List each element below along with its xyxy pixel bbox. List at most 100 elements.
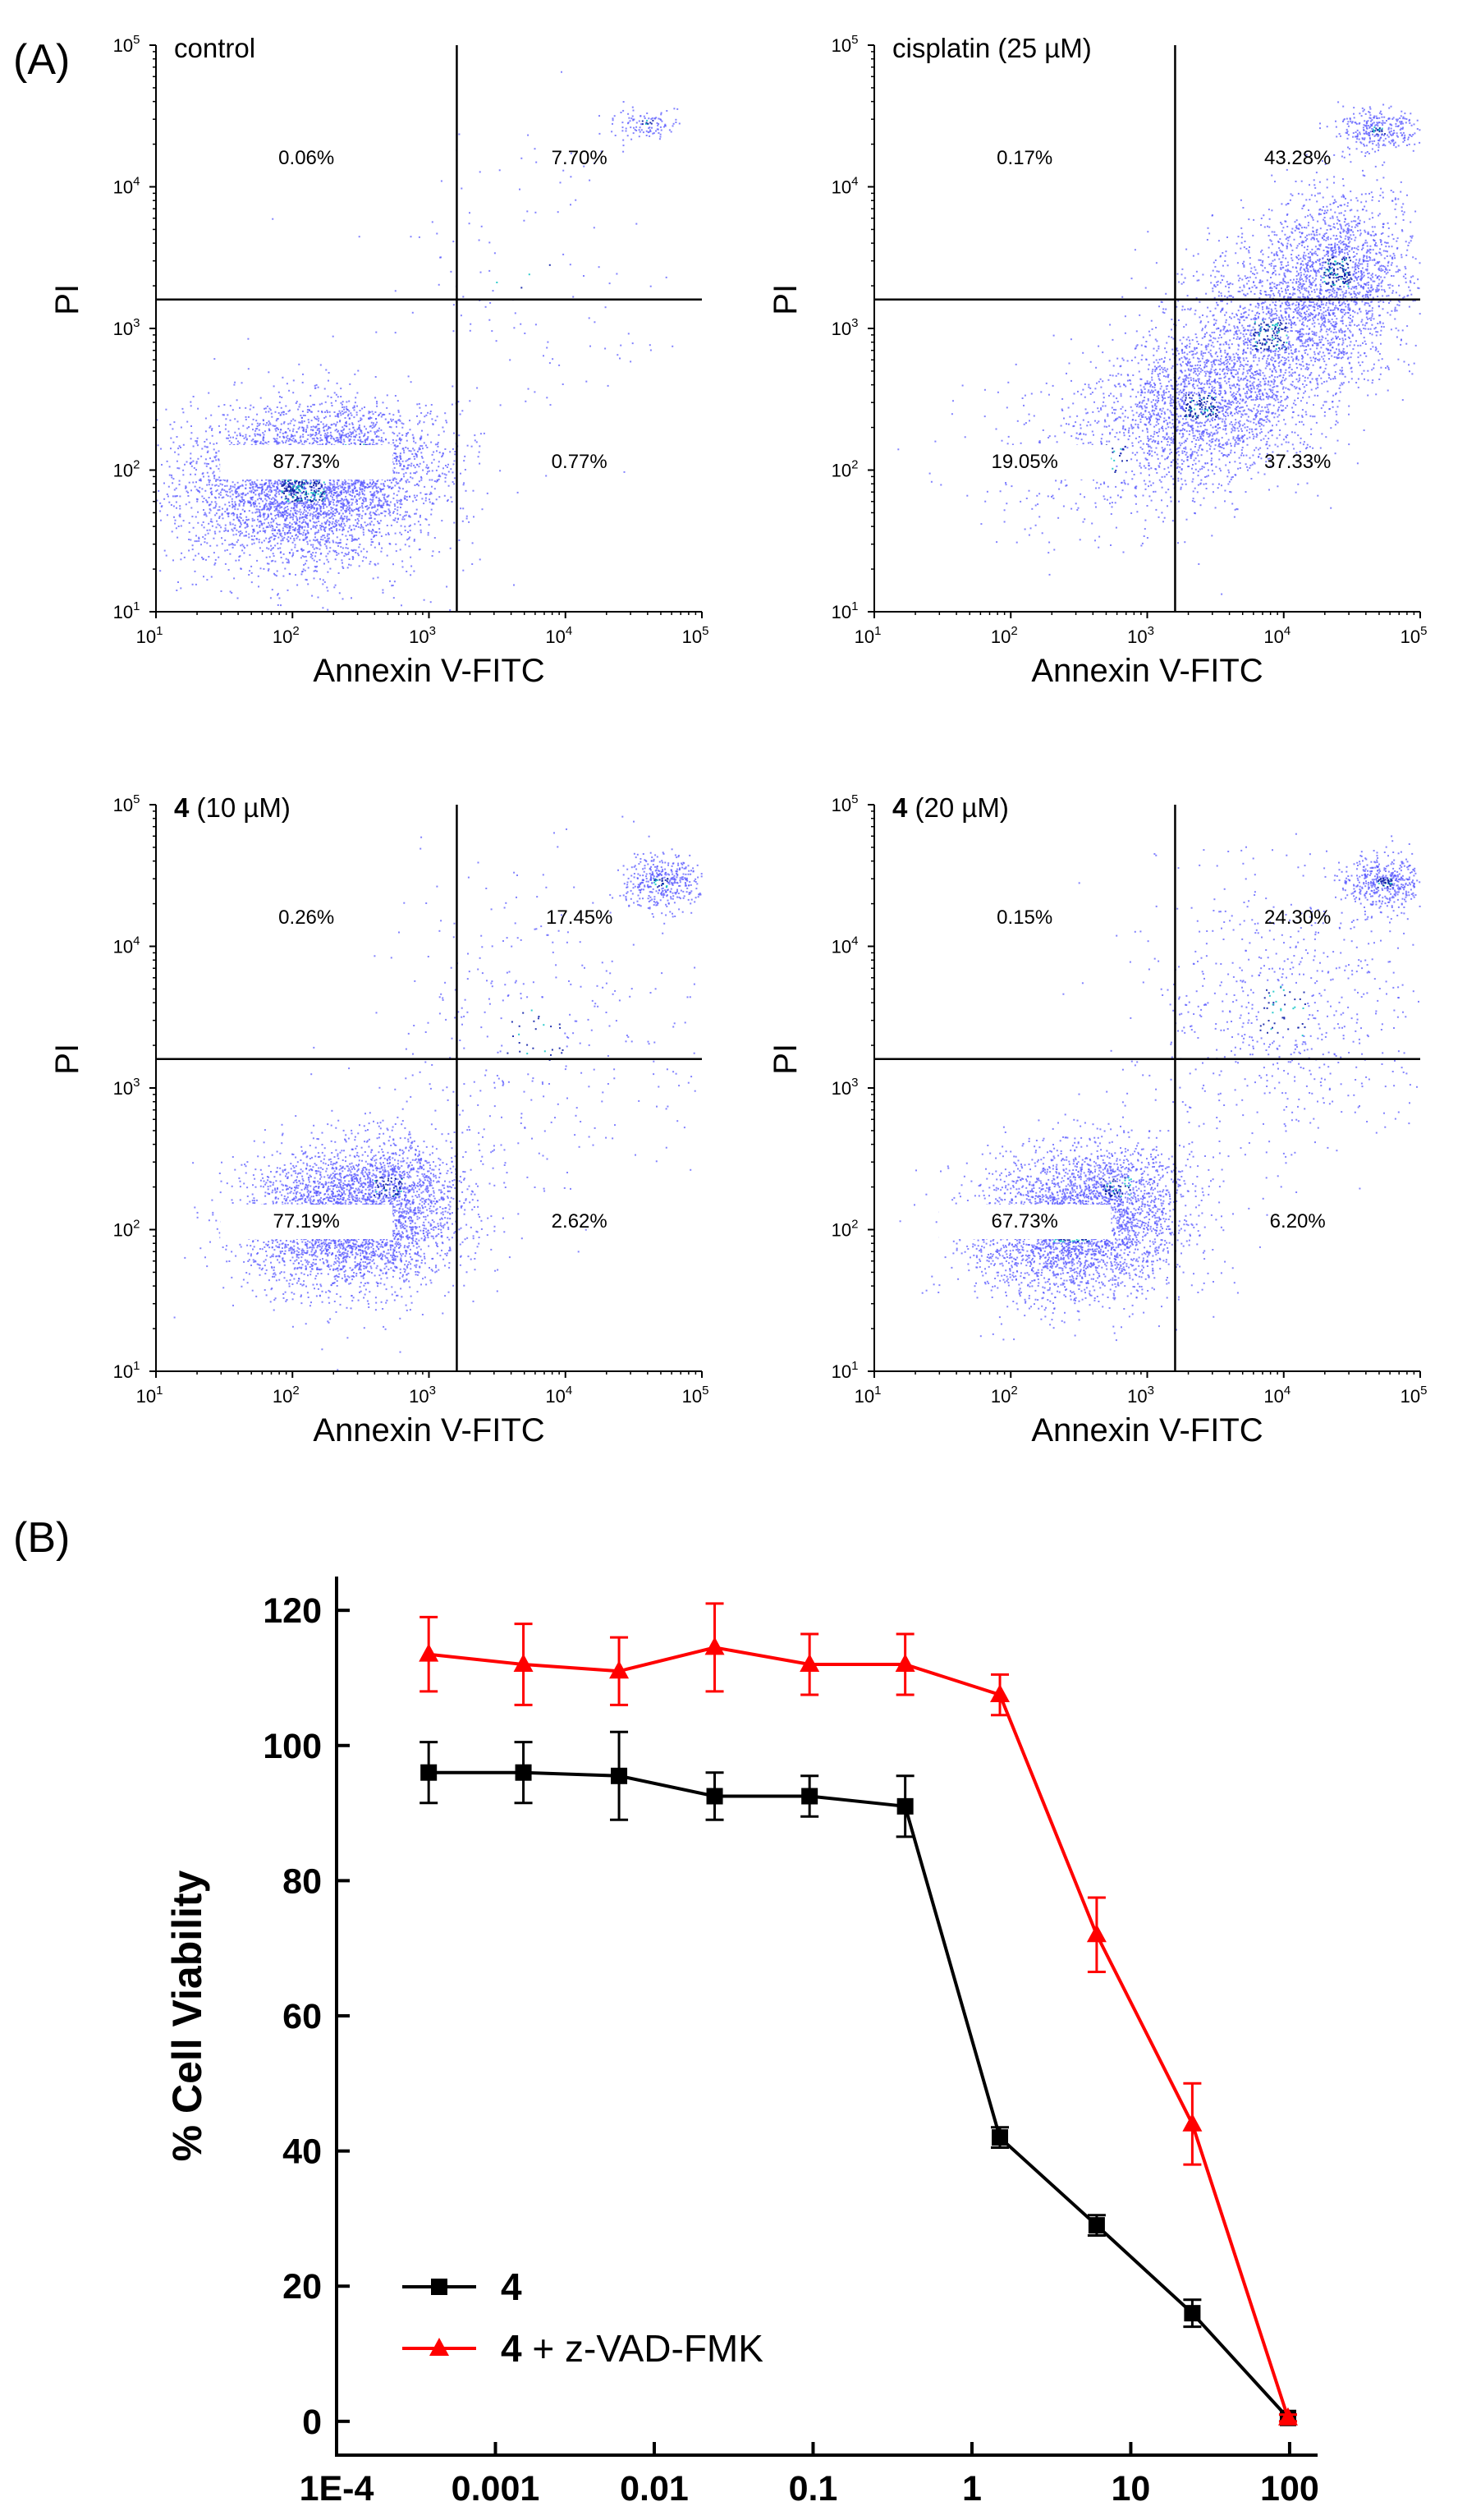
event-population-3 xyxy=(611,101,681,153)
x-axis-title: Annexin V-FITC xyxy=(1031,1412,1263,1448)
x-tick-label: 104 xyxy=(545,1384,572,1407)
y-tick-label: 60 xyxy=(282,1997,322,2036)
x-tick-label: 1 xyxy=(962,2469,982,2509)
sample-label: control xyxy=(174,33,255,63)
x-tick-label: 103 xyxy=(409,1384,436,1407)
y-tick-label: 103 xyxy=(832,1076,859,1099)
series-line xyxy=(429,1770,1290,2420)
y-tick-label: 101 xyxy=(113,1359,140,1382)
y-tick-label: 101 xyxy=(832,1359,859,1382)
x-tick-label: 0.001 xyxy=(452,2469,540,2509)
quadrant-lower-left-percent: 67.73% xyxy=(992,1210,1058,1232)
sample-label: 4 (20 µM) xyxy=(892,792,1009,823)
quadrant-lower-right-percent: 37.33% xyxy=(1264,451,1331,473)
series-line xyxy=(428,1646,1290,2419)
x-axis-title: Annexin V-FITC xyxy=(313,1412,544,1448)
quadrant-upper-left-percent: 0.15% xyxy=(997,907,1052,929)
flow-panel-3: 101 102 103 104 105 101 102 103 104 105 0.26% 17.45… xyxy=(49,792,708,1448)
data-point xyxy=(1088,2217,1105,2234)
quadrant-lower-left-percent: 77.19% xyxy=(273,1210,340,1232)
legend-marker xyxy=(429,2338,449,2356)
y-tick-label: 104 xyxy=(832,934,859,957)
x-tick-label: 102 xyxy=(991,624,1018,647)
data-point xyxy=(992,2129,1009,2146)
y-tick-label: 102 xyxy=(832,458,859,481)
x-tick-label: 100 xyxy=(1260,2469,1319,2509)
x-tick-label: 105 xyxy=(1401,624,1428,647)
y-tick-label: 104 xyxy=(113,934,140,957)
series-2 xyxy=(419,1602,1298,2426)
flow-events xyxy=(897,101,1421,595)
data-point xyxy=(895,1654,915,1672)
panel-b-label: (B) xyxy=(13,1514,70,1562)
x-tick-label: 102 xyxy=(273,1384,300,1407)
data-point xyxy=(609,1660,630,1679)
viability-chart: 0204060801001201E-40.0010.010.1110100Con… xyxy=(164,1577,1319,2509)
x-tick-label: 105 xyxy=(682,1384,709,1407)
panel-a-label: (A) xyxy=(13,36,70,84)
quadrant-upper-left-percent: 0.17% xyxy=(997,147,1052,169)
x-tick-label: 10 xyxy=(1112,2469,1151,2509)
data-point xyxy=(1086,1924,1107,1943)
y-tick-label: 105 xyxy=(832,792,859,815)
y-tick-label: 102 xyxy=(113,458,140,481)
y-tick-label: 101 xyxy=(113,599,140,622)
y-tick-label: 103 xyxy=(832,316,859,339)
y-tick-label: 100 xyxy=(263,1727,322,1766)
y-tick-label: 20 xyxy=(282,2267,322,2307)
legend-label: 4 xyxy=(501,2265,522,2308)
event-population-4 xyxy=(272,71,674,477)
quadrant-upper-right-percent: 43.28% xyxy=(1264,147,1331,169)
quadrant-upper-right-percent: 24.30% xyxy=(1264,907,1331,929)
x-tick-label: 101 xyxy=(855,624,882,647)
quadrant-upper-left-percent: 0.06% xyxy=(278,147,334,169)
flow-events xyxy=(899,833,1421,1342)
y-axis-title: PI xyxy=(768,284,804,315)
x-tick-label: 104 xyxy=(1263,624,1291,647)
y-tick-label: 120 xyxy=(263,1591,322,1631)
flow-panel-2: 101 102 103 104 105 101 102 103 104 105 0.17% 43.28… xyxy=(768,33,1427,689)
event-population-2 xyxy=(1095,203,1415,467)
y-tick-label: 103 xyxy=(113,1076,140,1099)
y-tick-label: 104 xyxy=(113,175,140,198)
quadrant-lower-right-percent: 2.62% xyxy=(552,1210,607,1232)
y-tick-label: 80 xyxy=(282,1861,322,1901)
x-axis-title: Annexin V-FITC xyxy=(1031,653,1263,689)
data-point xyxy=(1184,2305,1201,2322)
x-tick-label: 0.01 xyxy=(620,2469,689,2509)
flow-panel-4: 101 102 103 104 105 101 102 103 104 105 0.15% 24.30… xyxy=(768,792,1427,1448)
flow-panel-1: 101 102 103 104 105 101 102 103 104 105 0.06% 7.70%… xyxy=(49,33,708,689)
legend-label: 4 + z-VAD-FMK xyxy=(501,2327,763,2370)
x-tick-label: 105 xyxy=(1401,1384,1428,1407)
legend-entry-2: 4 + z-VAD-FMK xyxy=(402,2327,763,2370)
data-point xyxy=(611,1767,628,1784)
x-tick-label: 102 xyxy=(273,624,300,647)
x-tick-label: 105 xyxy=(682,624,709,647)
x-tick-label: 101 xyxy=(136,624,163,647)
quadrant-upper-left-percent: 0.26% xyxy=(278,907,334,929)
sample-label: 4 (10 µM) xyxy=(174,792,291,823)
y-tick-label: 40 xyxy=(282,2132,322,2172)
event-population-3 xyxy=(1333,835,1421,933)
data-point xyxy=(801,1788,818,1805)
x-tick-label: 104 xyxy=(545,624,572,647)
event-population-4 xyxy=(1062,833,1419,1248)
event-population-4 xyxy=(1319,101,1421,158)
y-axis-title: % Cell Viability xyxy=(164,1870,210,2161)
y-tick-label: 102 xyxy=(113,1218,140,1241)
legend-entry-1: 4 xyxy=(402,2265,522,2308)
y-tick-label: 101 xyxy=(832,599,859,622)
y-tick-label: 104 xyxy=(832,175,859,198)
data-point xyxy=(990,1684,1011,1703)
quadrant-upper-right-percent: 7.70% xyxy=(552,147,607,169)
x-tick-label: 103 xyxy=(1127,624,1154,647)
data-point xyxy=(706,1788,723,1805)
series-1 xyxy=(419,1730,1297,2426)
data-point xyxy=(513,1654,534,1672)
x-tick-label: 104 xyxy=(1263,1384,1291,1407)
y-tick-label: 0 xyxy=(302,2403,322,2442)
x-tick-label: 103 xyxy=(409,624,436,647)
flow-events xyxy=(173,815,703,1371)
x-tick-label: 0.1 xyxy=(789,2469,838,2509)
